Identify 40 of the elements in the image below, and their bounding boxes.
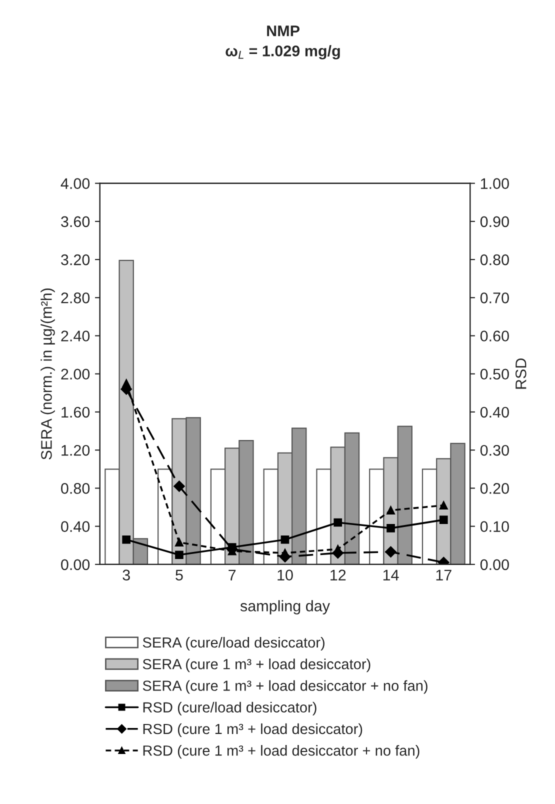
chart-title: NMP bbox=[267, 26, 300, 36]
legend-label: RSD (cure 1 m³ + load desiccator) bbox=[143, 723, 362, 738]
x-tick-label: 10 bbox=[278, 570, 293, 580]
x-tick-label: 14 bbox=[383, 570, 399, 580]
y-tick-label: 0.00 bbox=[61, 559, 90, 570]
y2-tick-label: 0.40 bbox=[480, 406, 509, 418]
y-tick-label: 4.00 bbox=[60, 178, 90, 189]
y-axis-title: SERA (norm.) in µg/(m²h) bbox=[40, 288, 55, 460]
y-tick-label: 3.60 bbox=[61, 216, 90, 228]
y2-tick-label: 0.00 bbox=[480, 559, 509, 570]
y2-tick-label: 0.30 bbox=[480, 444, 509, 456]
y-tick-label: 2.00 bbox=[61, 368, 90, 380]
x-tick-label: 17 bbox=[436, 570, 452, 580]
x-tick-label: 3 bbox=[122, 570, 130, 580]
legend-label: SERA (cure 1 m³ + load desiccator) bbox=[142, 658, 370, 672]
y2-tick-label: 0.20 bbox=[480, 483, 509, 494]
x-tick-label: 5 bbox=[176, 570, 183, 580]
legend-label: SERA (cure 1 m³ + load desiccator + no fan) bbox=[142, 680, 428, 694]
y-tick-label: 1.60 bbox=[62, 406, 90, 418]
legend-label: RSD (cure 1 m³ + load desiccator + no fan) bbox=[143, 745, 420, 759]
y2-tick-label: 0.50 bbox=[480, 368, 509, 380]
y2-tick-label: 0.60 bbox=[480, 330, 509, 342]
y-tick-label: 3.20 bbox=[61, 254, 90, 266]
legend-label: SERA (cure/load desiccator) bbox=[142, 636, 324, 651]
y-tick-label: 2.40 bbox=[61, 330, 90, 342]
x-axis-title: sampling day bbox=[240, 600, 330, 614]
y2-tick-label: 1.00 bbox=[480, 178, 509, 189]
y2-tick-label: 0.80 bbox=[480, 254, 509, 266]
y-tick-label: 0.40 bbox=[61, 521, 90, 532]
x-tick-label: 7 bbox=[228, 570, 236, 580]
y-tick-label: 0.80 bbox=[61, 483, 90, 494]
y2-tick-label: 0.10 bbox=[480, 521, 509, 532]
y-tick-label: 2.80 bbox=[61, 292, 90, 304]
x-tick-label: 12 bbox=[330, 570, 346, 580]
y2-axis-title: RSD bbox=[516, 358, 526, 389]
y2-tick-label: 0.70 bbox=[480, 292, 509, 304]
y2-tick-label: 0.90 bbox=[480, 216, 509, 228]
y-tick-label: 1.20 bbox=[62, 444, 90, 456]
chart-subtitle: ω$_{L}$ = 1.029 mg/g bbox=[226, 45, 340, 60]
legend-label: RSD (cure/load desiccator) bbox=[143, 702, 316, 716]
